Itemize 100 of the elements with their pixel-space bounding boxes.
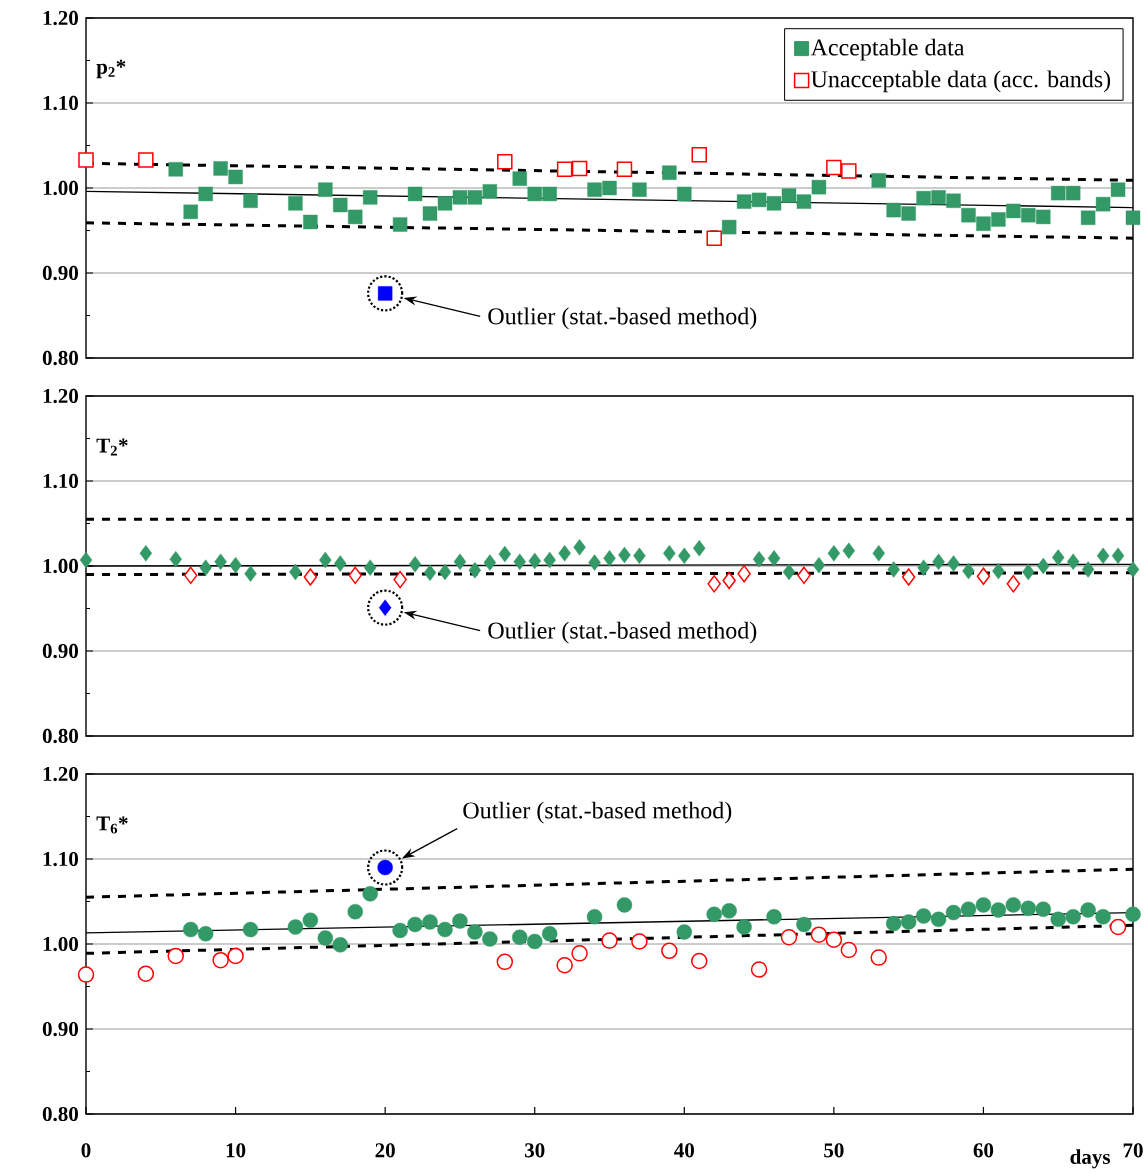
point: [992, 562, 1005, 580]
point: [960, 901, 977, 917]
point: [975, 897, 992, 913]
point: [616, 161, 633, 178]
point: [841, 163, 857, 179]
x-tick-label: 20: [375, 1143, 395, 1158]
point: [588, 554, 601, 571]
point: [229, 556, 242, 574]
point: [796, 916, 812, 933]
x-tick-label: 10: [226, 1143, 246, 1158]
y-tick-label: 0.80: [42, 728, 79, 744]
y-tick-label: 1.10: [43, 95, 79, 111]
point: [543, 551, 556, 569]
point: [930, 911, 947, 928]
point: [870, 949, 887, 966]
point: [288, 196, 303, 211]
point: [1020, 900, 1036, 917]
point: [183, 921, 199, 938]
point: [961, 208, 976, 223]
point: [558, 545, 571, 562]
point: [213, 161, 228, 176]
point: [197, 926, 214, 942]
point: [587, 182, 602, 197]
point: [1021, 208, 1036, 223]
point: [810, 926, 828, 943]
point: [498, 545, 511, 563]
point: [1109, 918, 1127, 936]
point: [78, 152, 94, 168]
point: [661, 942, 678, 960]
point: [528, 552, 541, 570]
point: [676, 924, 692, 940]
y-tick-label: 0.90: [42, 1021, 79, 1037]
point: [1050, 911, 1066, 928]
point: [303, 568, 318, 586]
point: [751, 192, 767, 208]
y-axis-title: p$_{2}$*: [96, 59, 126, 79]
point: [946, 193, 961, 208]
y-axis-title: T$_{6}$*: [96, 816, 128, 834]
point: [467, 924, 483, 940]
point: [976, 567, 991, 585]
point: [991, 212, 1006, 227]
x-tick-label: 60: [973, 1143, 994, 1158]
point: [228, 169, 243, 185]
x-tick-label: 0: [81, 1143, 91, 1158]
point: [1111, 547, 1125, 564]
point: [885, 915, 902, 932]
point: [901, 206, 916, 221]
point: [1035, 901, 1051, 917]
point: [1125, 906, 1141, 922]
point: [901, 568, 916, 586]
x-axis-title: days: [1070, 1149, 1110, 1169]
point: [871, 173, 886, 188]
point: [527, 186, 542, 202]
point: [512, 171, 527, 186]
point: [825, 931, 843, 949]
point: [1022, 563, 1035, 581]
point: [1036, 209, 1051, 225]
point: [631, 933, 648, 950]
point: [990, 902, 1007, 918]
point: [303, 214, 318, 230]
point: [1095, 196, 1111, 212]
point: [827, 545, 841, 562]
point: [678, 547, 691, 564]
point: [137, 965, 155, 983]
point: [826, 159, 842, 176]
point: [602, 180, 617, 196]
point: [917, 559, 930, 576]
point: [452, 913, 468, 929]
point: [482, 931, 498, 947]
point: [348, 566, 362, 585]
point: [962, 562, 975, 580]
point: [334, 555, 347, 572]
x-tick-label: 50: [824, 1143, 844, 1158]
point: [1066, 553, 1080, 570]
point: [541, 926, 558, 942]
point: [227, 947, 244, 965]
point: [496, 953, 514, 971]
point: [915, 908, 932, 924]
point: [1051, 185, 1066, 201]
point: [872, 545, 885, 562]
point: [527, 933, 543, 950]
point: [633, 547, 646, 564]
x-tick-label: 70: [1123, 1143, 1143, 1158]
point: [932, 553, 945, 570]
point: [452, 190, 468, 205]
point: [1080, 902, 1096, 918]
point: [603, 550, 616, 567]
point: [693, 539, 706, 557]
point: [781, 188, 797, 203]
point: [632, 182, 647, 197]
point: [407, 186, 423, 202]
annotation: Outlier (stat.-based method): [463, 801, 732, 824]
point: [287, 919, 304, 935]
point: [1065, 909, 1081, 925]
x-tick-label: 40: [674, 1143, 694, 1158]
y-tick-label: 1.10: [43, 851, 79, 867]
y-tick-label: 1.10: [43, 473, 79, 489]
point: [752, 551, 766, 568]
point: [167, 947, 184, 965]
point: [945, 904, 962, 921]
